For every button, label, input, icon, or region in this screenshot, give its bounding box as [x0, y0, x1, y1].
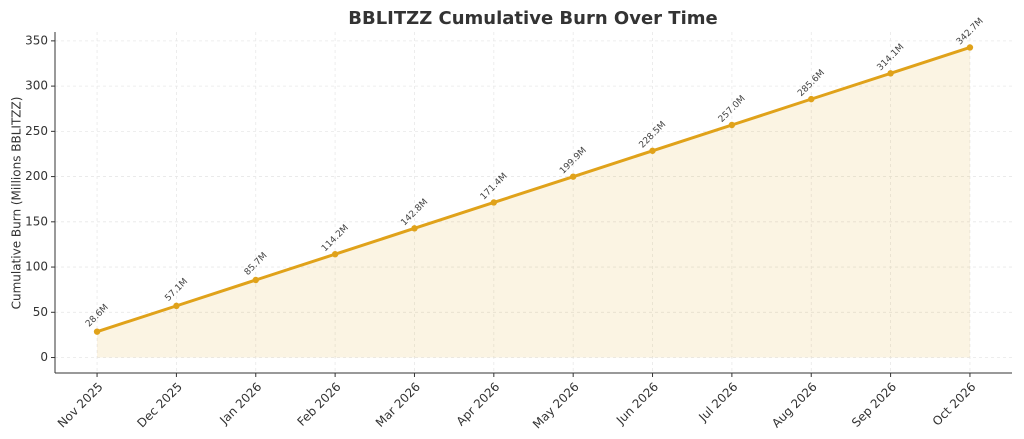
point [93, 328, 101, 335]
value-label: 342.7M [955, 16, 986, 47]
x-tick-label: Feb 2026 [294, 380, 343, 429]
point [966, 44, 974, 51]
x-tick-label: Mar 2026 [373, 380, 423, 430]
x-tick-label: Jun 2026 [613, 380, 661, 428]
y-tick-label: 300 [25, 79, 48, 93]
x-tick-label: Apr 2026 [454, 380, 503, 429]
point [173, 302, 180, 310]
x-tick-label: Dec 2025 [134, 380, 185, 431]
x-tick-label: Jul 2026 [695, 380, 740, 425]
x-tick-label: Nov 2025 [55, 380, 106, 431]
point [649, 147, 656, 154]
point [252, 276, 259, 284]
point [808, 95, 815, 103]
x-tick-label: Oct 2026 [930, 380, 979, 429]
y-tick-label: 50 [33, 305, 48, 319]
y-tick-label: 350 [25, 33, 48, 47]
y-tick-label: 100 [25, 260, 48, 274]
point [490, 199, 498, 206]
x-tick-label: Aug 2026 [769, 380, 820, 431]
value-label: 28.6M [84, 303, 111, 330]
point [728, 121, 736, 129]
point [887, 70, 894, 77]
y-tick-label: 150 [25, 214, 48, 228]
x-tick-label: Sep 2026 [849, 380, 899, 430]
x-tick-label: Jan 2026 [216, 380, 264, 428]
y-tick-label: 250 [25, 124, 48, 138]
area [97, 47, 970, 358]
point [569, 173, 577, 180]
x-tick-label: May 2026 [530, 380, 582, 432]
y-tick-label: 200 [25, 169, 48, 183]
line [96, 46, 971, 334]
chart-title: BBLITZZ Cumulative Burn Over Time [348, 8, 717, 29]
point [411, 225, 418, 232]
y-tick-label: 0 [40, 350, 48, 364]
point [331, 251, 339, 258]
y-axis-label: Cumulative Burn (Millions BBLITZZ) [10, 97, 24, 310]
